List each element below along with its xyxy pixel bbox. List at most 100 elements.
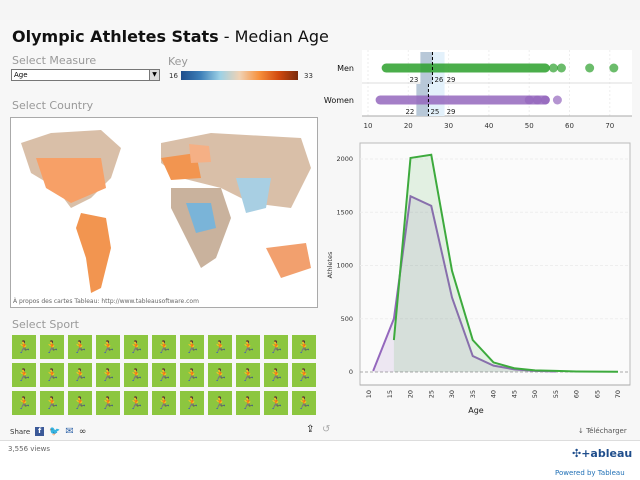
sport-mountain-bike-icon[interactable]: 🏃 [292, 391, 316, 415]
sport-hockey-icon[interactable]: 🏃 [124, 363, 148, 387]
data-point [540, 95, 550, 105]
tableau-logo[interactable]: ✣+ableau [572, 447, 633, 460]
sport-canoe-sprint-icon[interactable]: 🏃 [208, 335, 232, 359]
row-label: Women [324, 96, 354, 105]
stat-q1: 22 [405, 108, 414, 116]
sport-basketball-icon[interactable]: 🏃 [96, 335, 120, 359]
x-tick-label: 60 [565, 122, 574, 130]
revert-icon[interactable]: ↺ [322, 424, 331, 435]
sport-bmx-icon[interactable]: 🏃 [264, 391, 288, 415]
sport-boxing-icon[interactable]: 🏃 [152, 335, 176, 359]
row-label: Men [337, 64, 354, 73]
link-icon[interactable]: ∞ [78, 426, 87, 437]
x-tick-label: 70 [614, 390, 622, 398]
sport-fencing-icon[interactable]: 🏃 [12, 363, 36, 387]
sport-synchro-swimming-icon[interactable]: 🏃 [12, 391, 36, 415]
sport-tennis-icon[interactable]: 🏃 [96, 391, 120, 415]
sport-diving-icon[interactable]: 🏃 [264, 335, 288, 359]
key-max: 33 [304, 72, 313, 80]
world-map[interactable]: À propos des cartes Tableau: http://www.… [10, 117, 318, 308]
stat-q1: 23 [409, 76, 418, 84]
page-title: Olympic Athletes Stats - Median Age [12, 27, 329, 46]
x-tick-label: 35 [469, 390, 477, 398]
powered-by-link[interactable]: Powered by Tableau [555, 469, 625, 477]
sport-judo-icon[interactable]: 🏃 [152, 363, 176, 387]
sport-archery-icon[interactable]: 🏃 [12, 335, 36, 359]
sport-badminton-icon[interactable]: 🏃 [68, 335, 92, 359]
x-tick-label: 20 [407, 390, 415, 398]
x-tick-label: 70 [605, 122, 614, 130]
x-tick-label: 65 [593, 390, 601, 398]
x-tick-label: 30 [444, 122, 453, 130]
x-tick-label: 10 [364, 122, 373, 130]
sport-equestrian-icon[interactable]: 🏃 [292, 335, 316, 359]
sport-volleyball-icon[interactable]: 🏃 [152, 391, 176, 415]
y-tick-label: 0 [349, 368, 353, 376]
measure-select[interactable]: Age ▼ [11, 69, 160, 81]
map-credit[interactable]: À propos des cartes Tableau: http://www.… [13, 298, 199, 305]
x-tick-label: 45 [510, 390, 518, 398]
color-legend [181, 71, 298, 80]
data-point [585, 63, 595, 73]
sport-beach-volleyball-icon[interactable]: 🏃 [124, 335, 148, 359]
key-min: 16 [169, 72, 178, 80]
sport-wrestling-icon[interactable]: 🏃 [236, 391, 260, 415]
map-shapes [21, 130, 311, 293]
sport-cycling-icon[interactable]: 🏃 [236, 335, 260, 359]
email-icon[interactable]: ✉ [65, 426, 74, 437]
sport-table-tennis-icon[interactable]: 🏃 [40, 391, 64, 415]
measure-label: Select Measure [12, 54, 97, 67]
country-label: Select Country [12, 99, 94, 112]
share-icon[interactable]: ⇪ [306, 424, 315, 435]
sport-weightlifting-icon[interactable]: 🏃 [208, 391, 232, 415]
download-button[interactable]: ↓ Télécharger [578, 427, 627, 435]
x-tick-label: 50 [525, 122, 534, 130]
sport-athletics-icon[interactable]: 🏃 [40, 335, 64, 359]
series-area [373, 196, 556, 372]
sport-rowing-icon[interactable]: 🏃 [208, 363, 232, 387]
share-label: Share [10, 427, 31, 436]
strip-plot[interactable]: 10 20 30 40 50 60 70 Men 23 26 29 Women 22 25 29 [320, 40, 640, 140]
x-tick-label: 60 [573, 390, 581, 398]
facebook-icon[interactable]: f [35, 427, 45, 436]
key-label: Key [168, 55, 188, 68]
data-point [609, 63, 619, 73]
y-tick-label: 2000 [336, 155, 353, 163]
x-tick-label: 40 [484, 122, 493, 130]
y-tick-label: 1500 [336, 208, 353, 216]
data-point [556, 63, 566, 73]
sport-modern-pentathlon-icon[interactable]: 🏃 [180, 363, 204, 387]
footer: 3,556 views ✣+ableau Powered by Tableau [0, 440, 640, 480]
y-tick-label: 500 [341, 315, 353, 323]
sport-sailing-icon[interactable]: 🏃 [236, 363, 260, 387]
sport-taekwondo-icon[interactable]: 🏃 [68, 391, 92, 415]
x-axis-title: Age [468, 406, 484, 415]
y-tick-label: 1000 [336, 262, 353, 270]
series-area [393, 154, 618, 372]
sport-gymnastics-icon[interactable]: 🏃 [68, 363, 92, 387]
sport-football-icon[interactable]: 🏃 [40, 363, 64, 387]
download-label: Télécharger [586, 427, 627, 435]
share-bar: Share f 🐦 ✉ ∞ [10, 426, 86, 437]
series-line [392, 153, 619, 373]
x-tick-label: 10 [365, 390, 373, 398]
plot-area [359, 142, 631, 386]
view-count: 3,556 views [8, 445, 51, 453]
sport-water-polo-icon[interactable]: 🏃 [180, 391, 204, 415]
sport-canoe-slalom-icon[interactable]: 🏃 [180, 335, 204, 359]
age-area-chart[interactable]: 0 500 1000 1500 2000 10 15 20 25 30 35 40 45 50 55 60 65… [320, 140, 640, 420]
data-point [524, 95, 534, 105]
sport-swimming-icon[interactable]: 🏃 [292, 363, 316, 387]
x-tick-label: 40 [490, 390, 498, 398]
stat-median: 25 [430, 108, 439, 116]
chevron-down-icon[interactable]: ▼ [149, 70, 159, 80]
sport-triathlon-icon[interactable]: 🏃 [124, 391, 148, 415]
stat-median: 26 [434, 76, 443, 84]
x-tick-label: 15 [386, 390, 394, 398]
data-point [548, 63, 558, 73]
x-tick-label: 20 [404, 122, 413, 130]
data-point [532, 95, 542, 105]
twitter-icon[interactable]: 🐦 [49, 426, 61, 437]
sport-shooting-icon[interactable]: 🏃 [264, 363, 288, 387]
sport-handball-icon[interactable]: 🏃 [96, 363, 120, 387]
